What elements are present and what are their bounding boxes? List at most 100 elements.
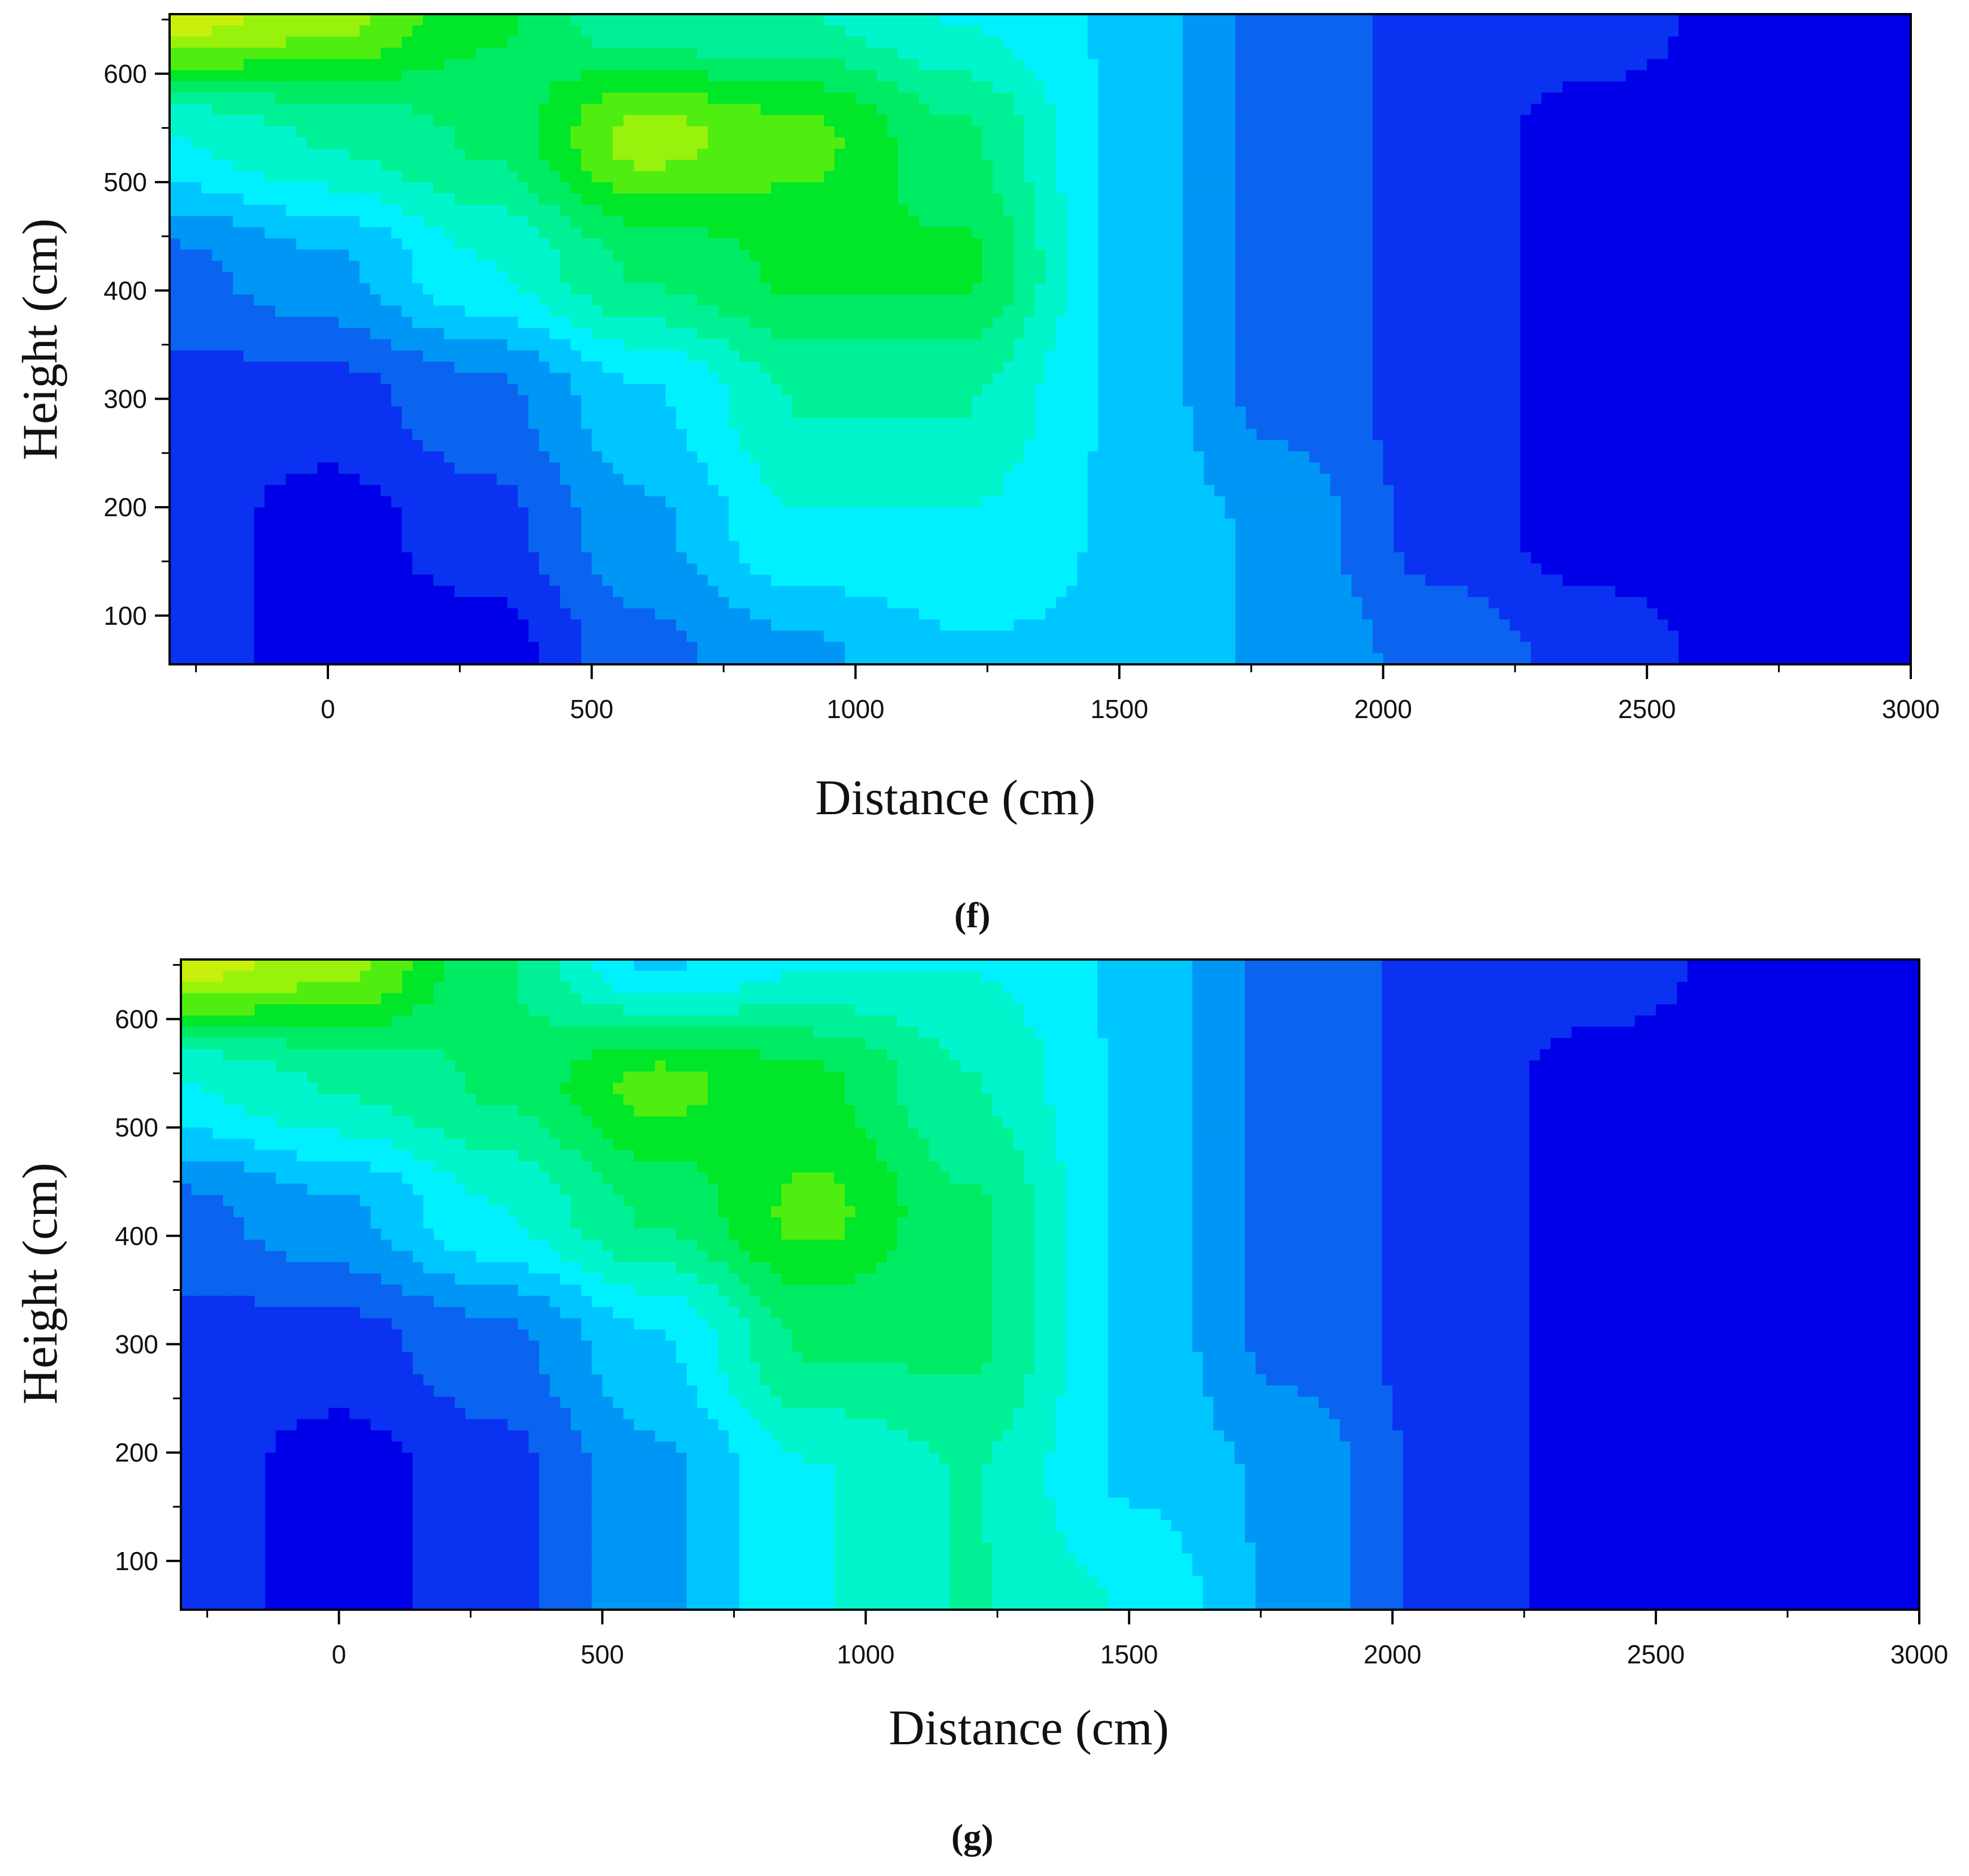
heatmap-cell — [1889, 305, 1901, 318]
heatmap-cell — [401, 59, 413, 71]
heatmap-cell — [581, 350, 592, 362]
heatmap-cell — [507, 81, 518, 93]
heatmap-cell — [391, 350, 403, 362]
heatmap-cell — [455, 238, 466, 250]
heatmap-cell — [549, 272, 561, 284]
heatmap-cell — [1151, 272, 1162, 284]
heatmap-cell — [1531, 14, 1542, 26]
heatmap-cell — [845, 272, 856, 284]
heatmap-cell — [560, 305, 572, 318]
heatmap-cell — [824, 103, 835, 116]
heatmap-cell — [1541, 283, 1553, 295]
heatmap-cell — [1668, 205, 1680, 217]
heatmap-cell — [1383, 159, 1395, 172]
heatmap-cell — [623, 159, 635, 172]
heatmap-cell — [243, 272, 255, 284]
heatmap-cell — [1742, 193, 1753, 205]
heatmap-cell — [528, 305, 540, 318]
heatmap-cell — [961, 227, 972, 239]
heatmap-cell — [993, 103, 1004, 116]
heatmap-cell — [1879, 159, 1890, 172]
heatmap-cell — [1889, 47, 1901, 60]
heatmap-cell — [813, 81, 825, 93]
heatmap-cell — [1214, 305, 1226, 318]
heatmap-cell — [1879, 92, 1890, 105]
heatmap-cell — [1773, 283, 1785, 295]
heatmap-cell — [1636, 148, 1648, 161]
heatmap-cell — [1319, 294, 1331, 306]
heatmap-cell — [1647, 182, 1658, 194]
heatmap-cell — [1626, 148, 1637, 161]
heatmap-cell — [1794, 283, 1806, 295]
heatmap-cell — [876, 126, 888, 138]
heatmap-cell — [940, 261, 951, 273]
heatmap-cell — [1425, 317, 1436, 328]
heatmap-cell — [665, 81, 677, 93]
heatmap-cell — [1235, 115, 1247, 127]
heatmap-cell — [623, 215, 635, 228]
heatmap-cell — [1024, 137, 1036, 149]
heatmap-cell — [1246, 25, 1257, 37]
heatmap-cell — [1066, 272, 1078, 284]
heatmap-cell — [1373, 14, 1384, 26]
heatmap-cell — [265, 249, 276, 261]
heatmap-cell — [1468, 294, 1479, 306]
heatmap-cell — [549, 115, 561, 127]
heatmap-cell — [475, 350, 487, 362]
heatmap-cell — [1837, 317, 1848, 328]
heatmap-cell — [1183, 339, 1194, 351]
heatmap-cell — [750, 205, 761, 217]
heatmap-cell — [1056, 215, 1067, 228]
heatmap-cell — [855, 215, 867, 228]
heatmap-cell — [496, 182, 508, 194]
heatmap-cell — [676, 215, 687, 228]
heatmap-cell — [1509, 36, 1521, 49]
heatmap-cell — [1573, 227, 1585, 239]
heatmap-cell — [739, 148, 751, 161]
heatmap-cell — [338, 36, 350, 49]
heatmap-cell — [1689, 70, 1700, 82]
heatmap-cell — [1763, 238, 1775, 250]
heatmap-cell — [1224, 59, 1236, 71]
heatmap-cell — [697, 272, 708, 284]
heatmap-cell — [1224, 159, 1236, 172]
heatmap-cell — [613, 205, 624, 217]
heatmap-cell — [845, 328, 856, 340]
heatmap-cell — [1045, 126, 1057, 138]
heatmap-cell — [697, 92, 708, 105]
heatmap-cell — [444, 205, 455, 217]
heatmap-cell — [412, 14, 423, 26]
heatmap-cell — [1246, 159, 1257, 172]
heatmap-cell — [1425, 25, 1436, 37]
heatmap-cell — [665, 294, 677, 306]
heatmap-cell — [1446, 137, 1458, 149]
heatmap-cell — [233, 137, 244, 149]
heatmap-cell — [1552, 249, 1563, 261]
heatmap-cell — [486, 193, 497, 205]
heatmap-cell — [591, 249, 603, 261]
heatmap-cell — [1742, 283, 1753, 295]
heatmap-cell — [1668, 25, 1680, 37]
heatmap-cell — [1077, 47, 1088, 60]
heatmap-cell — [465, 159, 477, 172]
heatmap-cell — [1319, 70, 1331, 82]
heatmap-cell — [1309, 328, 1321, 340]
heatmap-cell — [1414, 59, 1426, 71]
heatmap-cell — [1351, 14, 1363, 26]
heatmap-cell — [781, 148, 793, 161]
heatmap-cell — [233, 159, 244, 172]
heatmap-cell — [191, 294, 202, 306]
heatmap-cell — [1636, 115, 1648, 127]
heatmap-cell — [507, 70, 518, 82]
heatmap-cell — [465, 81, 477, 93]
heatmap-cell — [771, 193, 782, 205]
heatmap-cell — [1098, 137, 1110, 149]
heatmap-cell — [718, 261, 730, 273]
heatmap-cell — [412, 305, 423, 318]
heatmap-cell — [1267, 294, 1278, 306]
heatmap-cell — [1193, 81, 1205, 93]
heatmap-cell — [1341, 328, 1352, 340]
heatmap-cell — [1383, 328, 1395, 340]
heatmap-cell — [1478, 182, 1490, 194]
heatmap-cell — [370, 182, 382, 194]
